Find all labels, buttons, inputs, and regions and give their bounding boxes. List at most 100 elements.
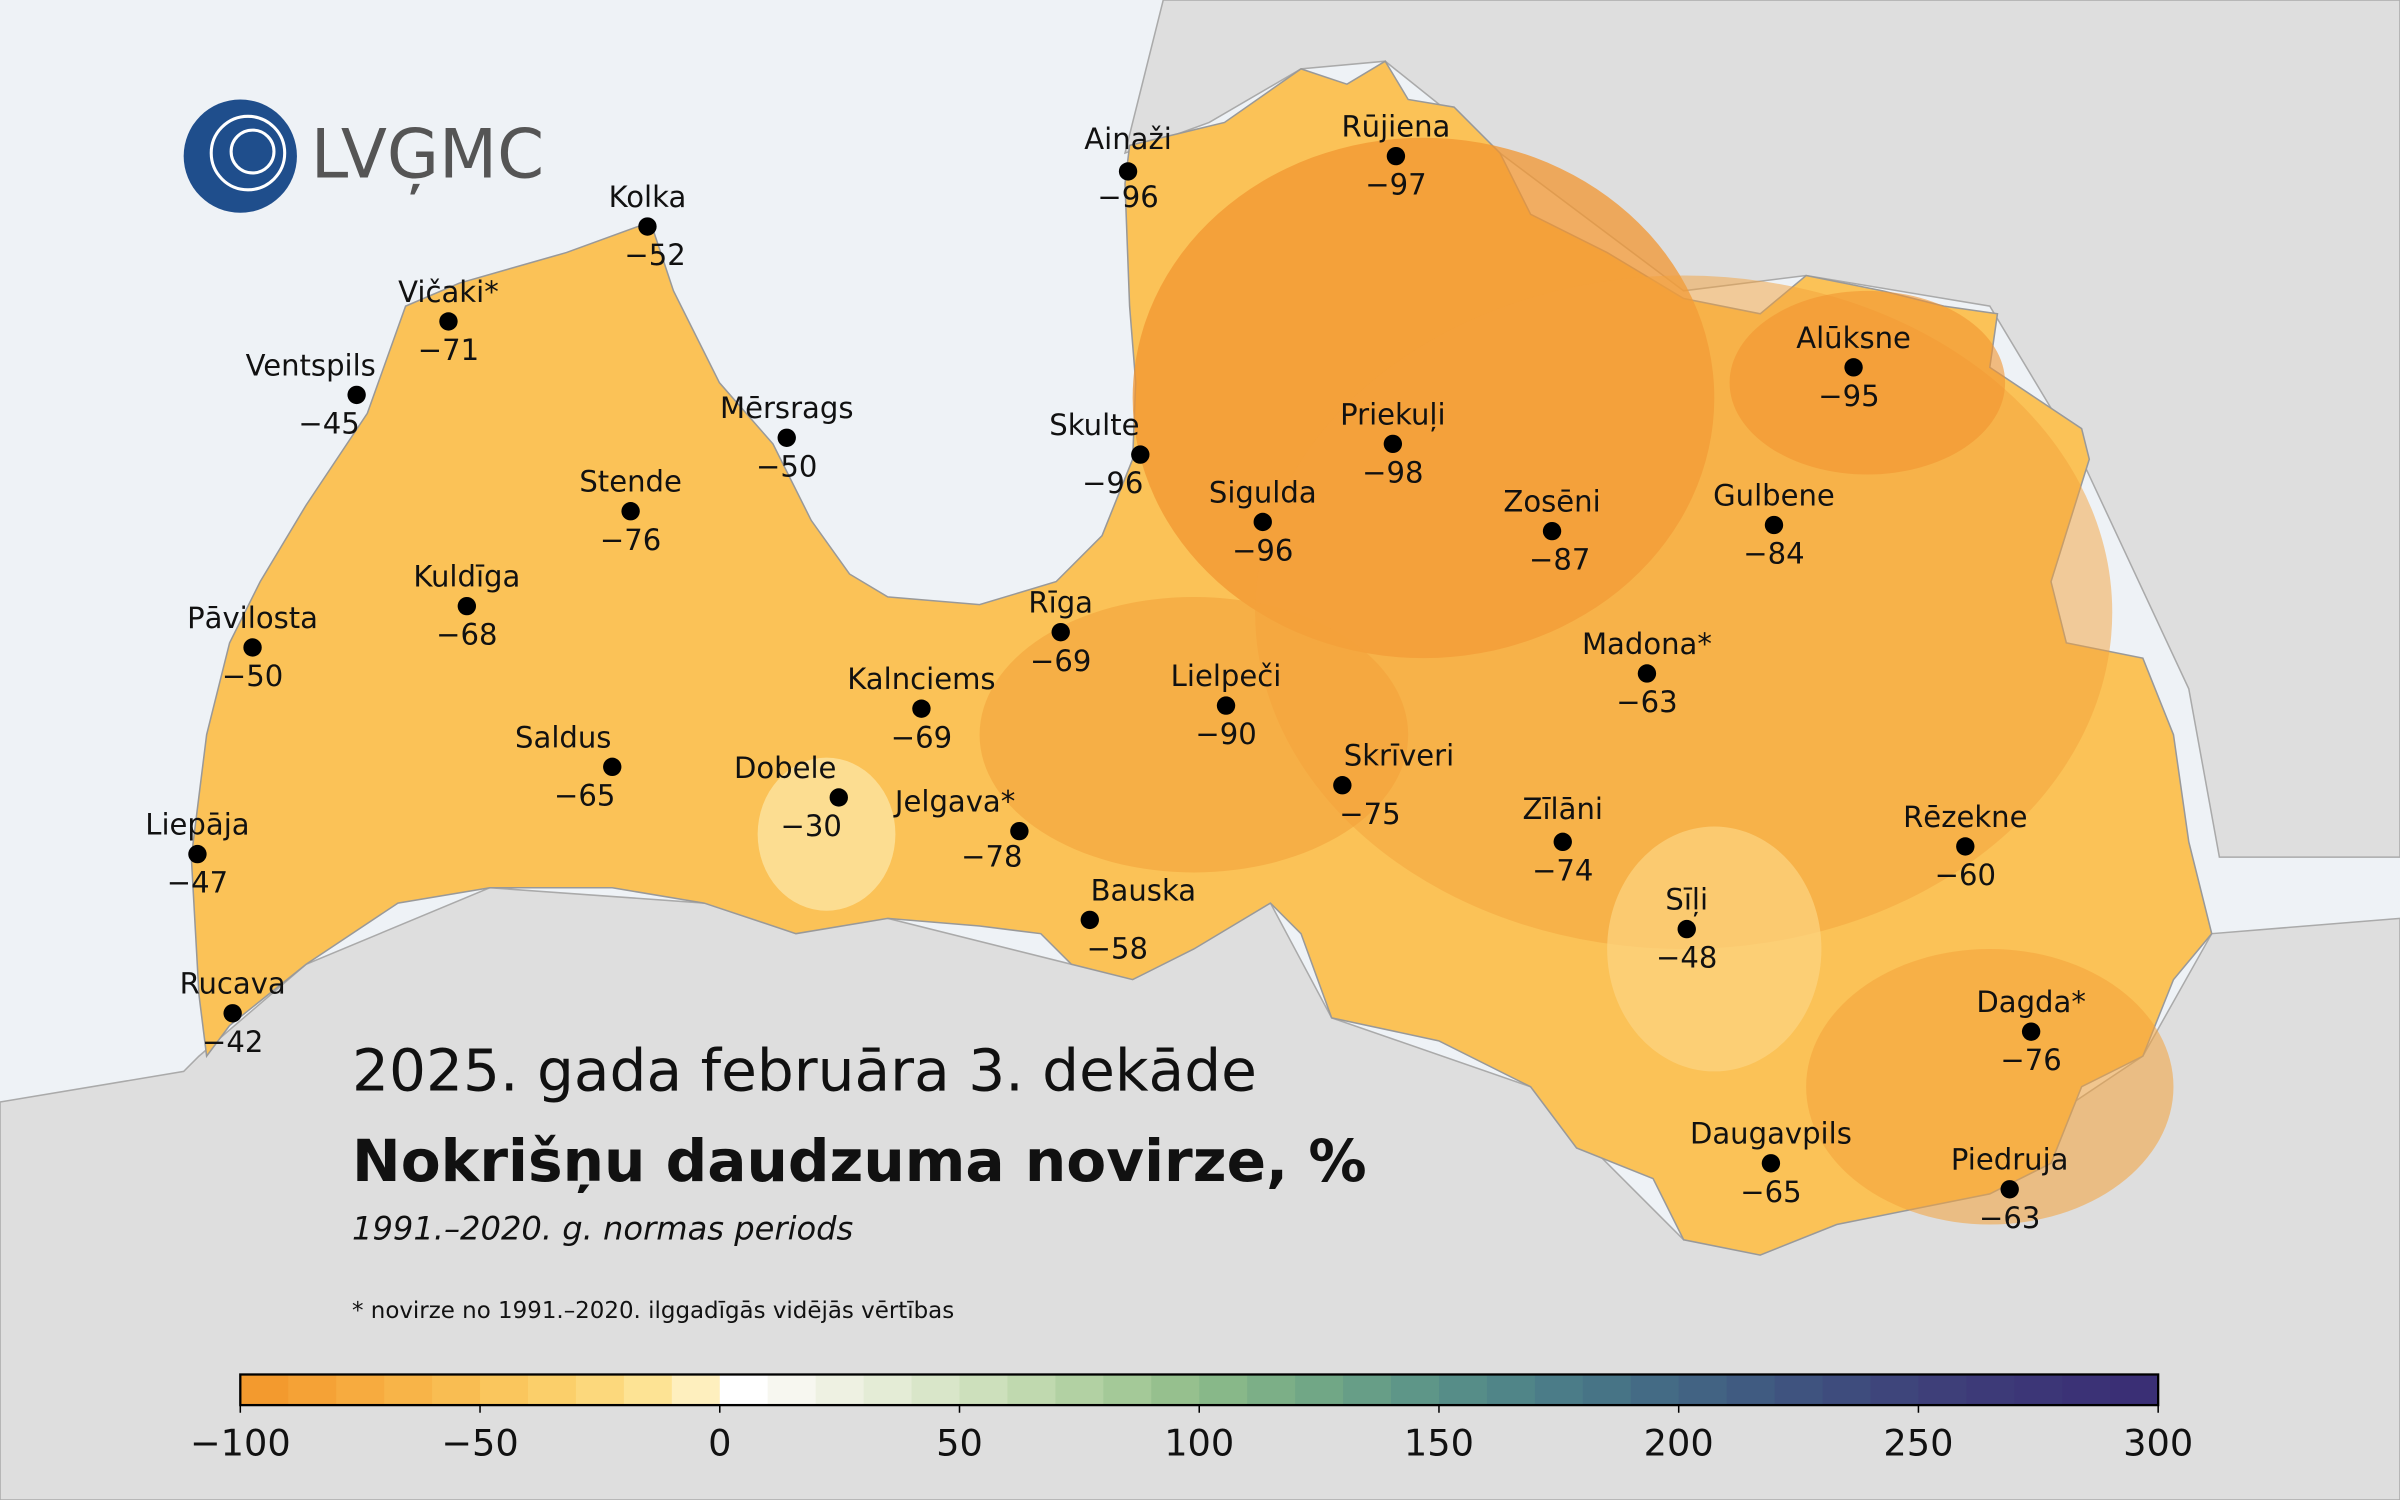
note: * novirze no 1991.–2020. ilggadīgās vidē…: [352, 1298, 954, 1324]
station-value: −75: [1339, 797, 1400, 831]
station-value: −87: [1529, 543, 1590, 577]
station-value: −71: [418, 333, 479, 367]
colorbar-tick-label: 300: [2123, 1421, 2193, 1464]
station-dot: [1131, 445, 1150, 464]
station-value: −96: [1082, 466, 1143, 500]
colorbar-segment: [1726, 1374, 1776, 1406]
station-name: Zīlāni: [1523, 792, 1603, 826]
station-value: −98: [1362, 455, 1423, 489]
colorbar-segment: [1199, 1374, 1248, 1406]
colorbar-segment: [959, 1374, 1009, 1406]
station-value: −58: [1087, 932, 1148, 966]
station-dot: [1051, 622, 1070, 642]
colorbar-segment: [2014, 1374, 2064, 1406]
colorbar-segment: [480, 1374, 529, 1406]
station-name: Rucava: [180, 967, 286, 1001]
station-dot: [1383, 434, 1403, 454]
colorbar-segment: [1678, 1374, 1728, 1406]
station-value: −63: [1616, 685, 1677, 719]
station-dot: [1677, 919, 1696, 939]
shade: [757, 757, 896, 911]
station-name: Rīga: [1028, 586, 1093, 620]
colorbar-segment: [863, 1374, 913, 1406]
station-dot: [2000, 1180, 2019, 1199]
station-value: −63: [1979, 1201, 2040, 1235]
station-name: Gulbene: [1713, 478, 1835, 512]
station-value: −69: [891, 720, 952, 754]
colorbar-tick-label: 200: [1644, 1421, 1714, 1464]
station-name: Priekuļi: [1340, 397, 1445, 431]
station-value: −52: [624, 238, 685, 272]
colorbar-tick-label: −50: [441, 1421, 518, 1464]
station-dot: [1010, 821, 1029, 841]
colorbar-segment: [815, 1374, 865, 1406]
station-name: Kuldīga: [413, 560, 520, 594]
colorbar-segment: [1582, 1374, 1632, 1406]
colorbar-tick-label: 50: [936, 1421, 983, 1464]
colorbar-segment: [1630, 1374, 1680, 1406]
colorbar-segment: [1822, 1374, 1872, 1406]
station-name: Rēzekne: [1903, 800, 2027, 834]
station-dot: [829, 788, 848, 807]
colorbar-tick-label: 0: [708, 1421, 731, 1464]
colorbar-segment: [1007, 1374, 1057, 1406]
colorbar-tick-label: −100: [190, 1421, 291, 1464]
colorbar-segment: [1103, 1374, 1153, 1406]
station-value: −90: [1195, 717, 1256, 751]
station-value: −97: [1365, 168, 1426, 202]
station-value: −50: [222, 659, 283, 693]
shade: [1607, 826, 1822, 1072]
colorbar-segment: [2110, 1374, 2159, 1406]
colorbar-segment: [240, 1374, 290, 1406]
logo-mark: [229, 128, 276, 175]
station-name: Ainaži: [1084, 122, 1172, 156]
station-name: Rūjiena: [1341, 110, 1450, 144]
station-value: −69: [1030, 644, 1091, 678]
logo-text: LVĢMC: [311, 115, 544, 195]
station-value: −95: [1818, 379, 1879, 413]
station-value: −65: [1740, 1175, 1801, 1209]
station-value: −74: [1532, 853, 1593, 887]
colorbar-segment: [767, 1374, 817, 1406]
station-dot: [1542, 521, 1562, 541]
station-value: −47: [167, 866, 228, 900]
station-dot: [603, 757, 622, 777]
shade: [979, 596, 1409, 873]
station-value: −42: [202, 1025, 263, 1059]
station-name: Lielpeči: [1171, 659, 1282, 693]
station-name: Kolka: [609, 180, 687, 214]
station-dot: [223, 1004, 242, 1023]
station-value: −45: [298, 407, 359, 441]
station-value: −78: [961, 840, 1022, 874]
colorbar-segment: [336, 1374, 385, 1406]
station-value: −30: [781, 809, 842, 843]
colorbar-segment: [1055, 1374, 1105, 1406]
colorbar-segment: [1247, 1374, 1296, 1406]
station-value: −96: [1097, 180, 1158, 214]
station-dot: [1553, 832, 1572, 852]
station-name: Sīļi: [1665, 883, 1708, 917]
colorbar: −100 −50 0 50 100 150 200 250 300: [190, 1373, 2193, 1464]
colorbar-segment: [432, 1374, 481, 1406]
station-name: Mērsrags: [720, 391, 853, 425]
station-dot: [1118, 162, 1138, 181]
station-dot: [912, 699, 931, 718]
station-dot: [2021, 1022, 2041, 1041]
colorbar-segment: [623, 1374, 673, 1406]
colorbar-tick-label: 100: [1164, 1421, 1234, 1464]
station-name: Bauska: [1091, 873, 1197, 907]
subtitle: Nokrišņu daudzuma novirze, %: [352, 1127, 1367, 1195]
title: 2025. gada februāra 3. dekāde: [352, 1037, 1257, 1105]
station-value: −84: [1743, 537, 1804, 571]
shade: [1806, 948, 2174, 1225]
colorbar-segment: [1343, 1374, 1392, 1406]
station-name: Kalnciems: [847, 662, 995, 696]
colorbar-segment: [575, 1374, 625, 1406]
colorbar-segment: [2062, 1374, 2111, 1406]
colorbar-segment: [1295, 1374, 1344, 1406]
station-name: Daugavpils: [1690, 1117, 1852, 1151]
station-name: Skrīveri: [1344, 739, 1454, 773]
logo: LVĢMC: [183, 99, 544, 213]
station-dot: [1764, 515, 1784, 535]
